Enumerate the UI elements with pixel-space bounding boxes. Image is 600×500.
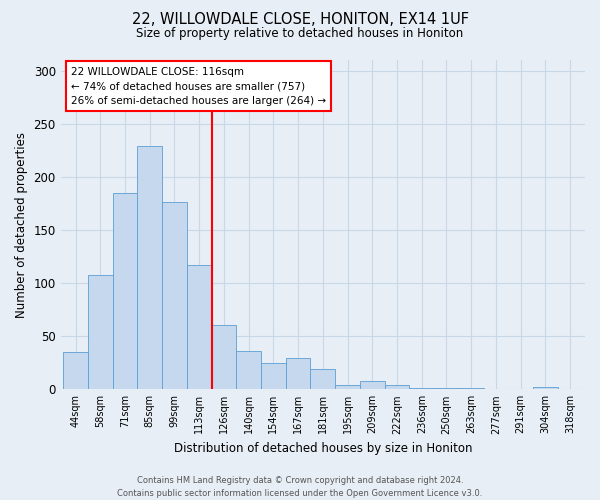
Bar	[236, 351, 261, 390]
Bar	[212, 324, 236, 390]
Text: 22 WILLOWDALE CLOSE: 116sqm
← 74% of detached houses are smaller (757)
26% of se: 22 WILLOWDALE CLOSE: 116sqm ← 74% of det…	[71, 66, 326, 106]
X-axis label: Distribution of detached houses by size in Honiton: Distribution of detached houses by size …	[173, 442, 472, 455]
Bar	[187, 265, 212, 390]
Bar	[459, 388, 484, 390]
Bar	[162, 202, 187, 390]
Bar	[63, 352, 88, 390]
Y-axis label: Number of detached properties: Number of detached properties	[15, 132, 28, 318]
Bar	[434, 388, 459, 390]
Text: Size of property relative to detached houses in Honiton: Size of property relative to detached ho…	[136, 28, 464, 40]
Bar	[137, 146, 162, 390]
Bar	[286, 358, 310, 390]
Bar	[409, 388, 434, 390]
Text: Contains HM Land Registry data © Crown copyright and database right 2024.
Contai: Contains HM Land Registry data © Crown c…	[118, 476, 482, 498]
Bar	[335, 385, 360, 390]
Bar	[261, 362, 286, 390]
Bar	[88, 274, 113, 390]
Text: 22, WILLOWDALE CLOSE, HONITON, EX14 1UF: 22, WILLOWDALE CLOSE, HONITON, EX14 1UF	[131, 12, 469, 28]
Bar	[113, 193, 137, 390]
Bar	[533, 387, 558, 390]
Bar	[360, 381, 385, 390]
Bar	[310, 369, 335, 390]
Bar	[385, 385, 409, 390]
